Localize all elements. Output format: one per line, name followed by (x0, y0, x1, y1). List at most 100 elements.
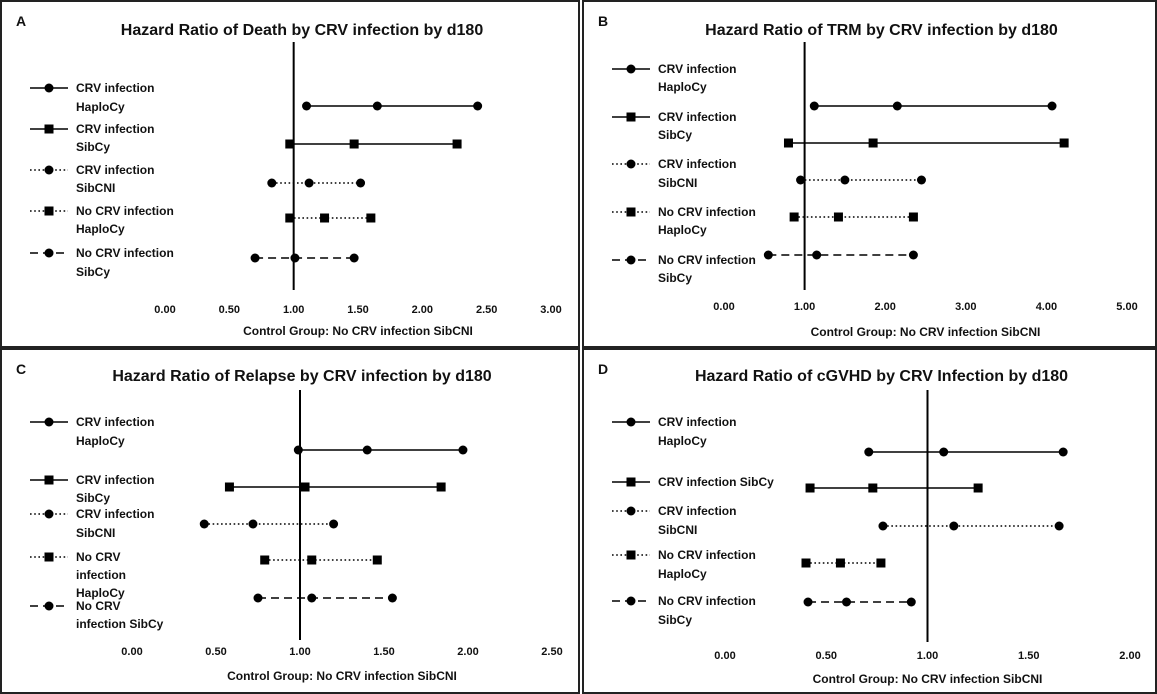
chart-b: B Hazard Ratio of TRM by CRV infection by… (598, 13, 1138, 339)
legend-label: SibCNI (76, 526, 115, 540)
ci-lower-point (789, 212, 799, 222)
series-row: CRV infection HaploCy (30, 415, 468, 455)
legend-marker (44, 248, 54, 258)
legend-marker (44, 601, 54, 611)
legend-marker (626, 112, 636, 122)
legend-label: No CRV (76, 550, 120, 564)
legend-label: CRV infection (658, 157, 736, 171)
legend-marker (44, 124, 54, 134)
ci-upper-point (349, 253, 359, 263)
ci-upper-point (1058, 447, 1068, 457)
legend-label: No CRV infection (658, 205, 756, 219)
legend-marker (626, 255, 636, 265)
legend-label: HaploCy (658, 80, 707, 94)
chart-a: A Hazard Ratio of Death by CRV infection … (16, 13, 562, 338)
legend-label: No CRV infection (76, 204, 174, 218)
ci-lower-point (260, 555, 270, 565)
x-tick-label: 1.00 (289, 646, 310, 658)
panel-a: A Hazard Ratio of Death by CRV infection … (0, 0, 580, 348)
series-row: No CRV infection SibCy (30, 246, 359, 279)
estimate-point (290, 253, 300, 263)
series-row: CRV infection HaploCy (612, 62, 1057, 111)
legend-marker (626, 550, 636, 560)
ci-lower-point (285, 139, 295, 149)
estimate-point (835, 558, 845, 568)
legend-marker (626, 207, 636, 217)
legend-label: CRV infection (76, 507, 154, 521)
ci-upper-point (916, 175, 926, 185)
ci-lower-point (783, 138, 793, 148)
legend-label: CRV infection (76, 163, 154, 177)
x-tick-label: 3.00 (955, 301, 976, 313)
legend-label: No CRV infection (76, 246, 174, 260)
x-tick-label: 1.00 (794, 301, 815, 313)
estimate-point (892, 101, 902, 111)
legend-label: HaploCy (658, 223, 707, 237)
series-row: CRV infection SibCNI (612, 157, 926, 190)
panel-letter: C (16, 361, 26, 377)
series-row: No CRV infection SibCy (612, 250, 918, 285)
ci-lower-point (801, 558, 811, 568)
x-tick-label: 0.50 (219, 304, 240, 316)
estimate-point (362, 445, 372, 455)
ci-upper-point (1054, 521, 1064, 531)
ci-upper-point (1059, 138, 1069, 148)
ci-upper-point (329, 519, 339, 529)
legend-label: HaploCy (76, 222, 125, 236)
ci-lower-point (805, 483, 815, 493)
x-axis-label: Control Group: No CRV infection SibCNI (227, 669, 457, 683)
x-tick-label: 2.50 (541, 646, 562, 658)
legend-label: SibCy (658, 271, 692, 285)
ci-upper-point (452, 139, 462, 149)
estimate-point (372, 101, 382, 111)
series-row: CRV infection SibCy (30, 473, 446, 505)
legend-label: No CRV infection (658, 548, 756, 562)
legend-marker (44, 83, 54, 93)
legend-label: CRV infection (658, 62, 736, 76)
estimate-point (300, 482, 310, 492)
legend-label: CRV infection SibCy (658, 475, 774, 489)
legend-marker (44, 165, 54, 175)
x-tick-label: 0.00 (713, 301, 734, 313)
panel-letter: A (16, 13, 26, 29)
series-row: No CRV infection HaploCy (612, 548, 886, 581)
ci-lower-point (293, 445, 303, 455)
legend-label: SibCy (658, 613, 692, 627)
ci-upper-point (436, 482, 446, 492)
estimate-point (842, 597, 851, 607)
legend-marker (44, 552, 54, 562)
ci-lower-point (250, 253, 260, 263)
ci-lower-point (864, 447, 874, 457)
panel-letter: D (598, 361, 608, 377)
legend-label: CRV infection (658, 110, 736, 124)
x-tick-label: 0.00 (121, 646, 142, 658)
chart-title: Hazard Ratio of Relapse by CRV infection… (112, 368, 491, 385)
ci-upper-point (876, 558, 886, 568)
series-row: CRV infection SibCNI (30, 163, 366, 195)
x-tick-label: 2.00 (1119, 650, 1140, 662)
panel-d: D Hazard Ratio of cGVHD by CRV Infection … (582, 348, 1157, 694)
legend-label: CRV infection (76, 122, 154, 136)
estimate-point (949, 521, 959, 531)
x-tick-label: 0.50 (816, 650, 837, 662)
estimate-point (320, 213, 330, 223)
estimate-point (307, 555, 317, 565)
ci-upper-point (356, 178, 366, 188)
ci-upper-point (473, 101, 483, 111)
legend-label: SibCNI (658, 176, 697, 190)
legend-label: HaploCy (76, 100, 125, 114)
legend-label: No CRV (76, 599, 120, 613)
estimate-point (868, 483, 878, 493)
x-tick-label: 0.50 (205, 646, 226, 658)
series-row: No CRV infection HaploCy (30, 550, 382, 600)
legend-label: SibCy (658, 128, 692, 142)
legend-marker (626, 159, 636, 169)
x-tick-label: 4.00 (1036, 301, 1057, 313)
estimate-point (248, 519, 258, 529)
chart-title: Hazard Ratio of TRM by CRV infection by … (705, 22, 1058, 39)
legend-label: SibCy (76, 491, 110, 505)
chart-title: Hazard Ratio of Death by CRV infection b… (121, 22, 484, 39)
x-axis-label: Control Group: No CRV infection SibCNI (813, 672, 1043, 686)
series-row: CRV infection SibCNI (30, 507, 339, 540)
x-axis-label: Control Group: No CRV infection SibCNI (811, 325, 1041, 339)
